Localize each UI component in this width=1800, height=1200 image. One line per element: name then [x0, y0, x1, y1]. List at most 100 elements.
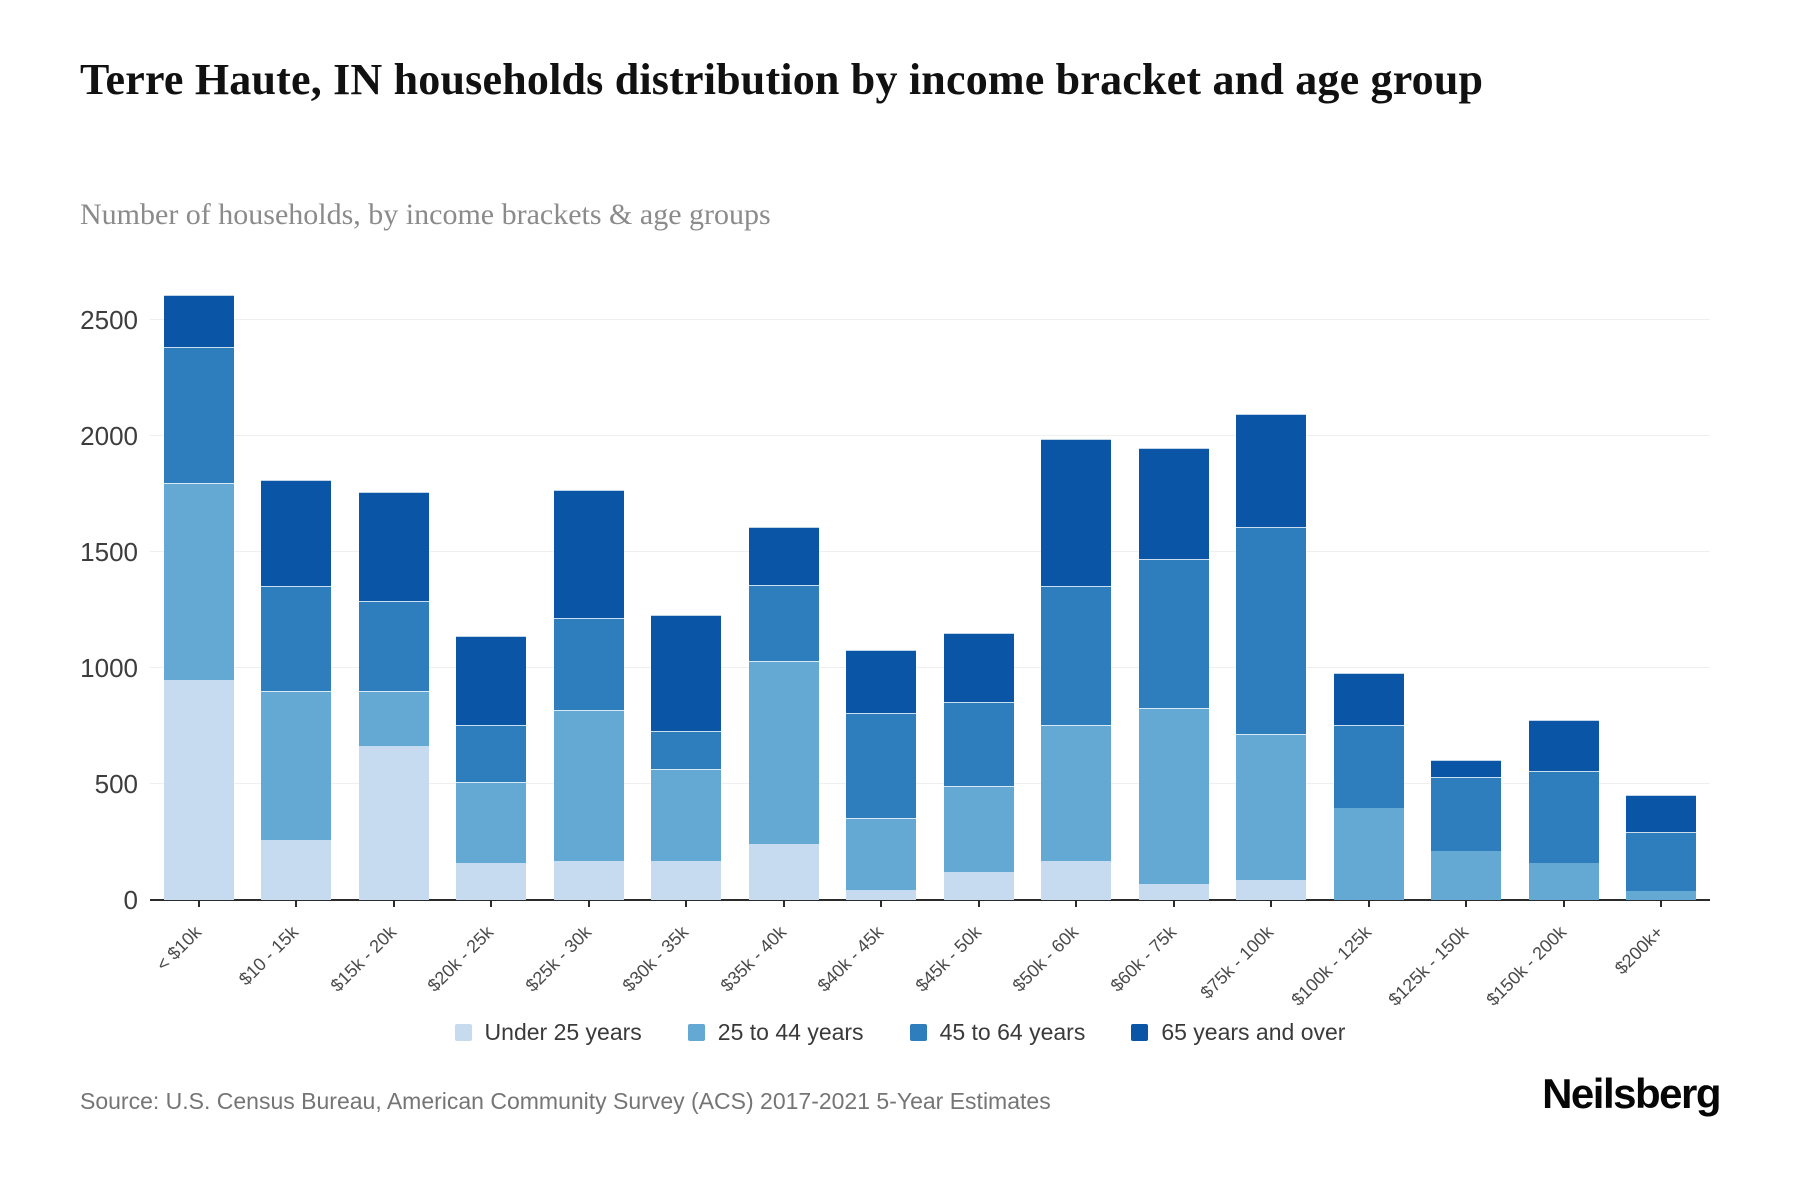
- bar-segment[interactable]: [358, 491, 429, 601]
- bar-segment[interactable]: [358, 691, 429, 746]
- x-tick: [1270, 900, 1273, 907]
- bar-segment[interactable]: [456, 724, 527, 782]
- bar-segment[interactable]: [748, 584, 819, 662]
- stacked-bar-$35k - 40k[interactable]: [748, 526, 819, 900]
- stacked-bar-$60k - 75k[interactable]: [1138, 447, 1209, 900]
- bar-segment[interactable]: [1236, 414, 1307, 527]
- legend-label: 25 to 44 years: [717, 1018, 864, 1045]
- legend-item-65 years and over[interactable]: 65 years and over: [1131, 1019, 1345, 1046]
- bar-segment[interactable]: [943, 633, 1014, 702]
- bar-segment[interactable]: [1626, 794, 1697, 832]
- legend-item-Under 25 years[interactable]: Under 25 years: [454, 1019, 642, 1046]
- bar-segment[interactable]: [358, 745, 429, 900]
- bar-segment[interactable]: [846, 713, 917, 818]
- stacked-bar-$200k+[interactable]: [1626, 794, 1697, 900]
- bar-segment[interactable]: [1528, 720, 1599, 772]
- bar-segment[interactable]: [943, 872, 1014, 900]
- bar-segment[interactable]: [943, 701, 1014, 787]
- x-category-label: $50k - 60k: [1008, 922, 1083, 996]
- bar-segment[interactable]: [163, 294, 234, 347]
- y-tick-label-2500: 2500: [80, 305, 138, 336]
- bar-slot-1: [150, 281, 248, 900]
- stacked-bar-$30k - 35k[interactable]: [651, 614, 722, 900]
- bar-segment[interactable]: [553, 618, 624, 710]
- bar-segment[interactable]: [1333, 672, 1404, 725]
- x-category-label: $150k - 200k: [1482, 922, 1570, 1010]
- y-tick-label-0: 0: [123, 885, 138, 915]
- stacked-bar-$50k - 60k[interactable]: [1041, 438, 1112, 900]
- bar-segment[interactable]: [1041, 585, 1112, 725]
- bar-segment[interactable]: [846, 649, 917, 714]
- bar-segment[interactable]: [261, 585, 332, 692]
- bar-segment[interactable]: [1528, 771, 1599, 863]
- bar-segment[interactable]: [943, 786, 1014, 873]
- bar-segment[interactable]: [748, 661, 819, 845]
- bar-segment[interactable]: [1138, 447, 1209, 560]
- bar-segment[interactable]: [553, 489, 624, 619]
- stacked-bar-$150k - 200k[interactable]: [1528, 720, 1599, 900]
- bar-segment[interactable]: [1041, 438, 1112, 586]
- x-category-label: $75k - 100k: [1196, 922, 1278, 1003]
- legend-item-45 to 64 years[interactable]: 45 to 64 years: [909, 1019, 1085, 1046]
- bar-segment[interactable]: [748, 526, 819, 585]
- bar-segment[interactable]: [1431, 777, 1502, 852]
- legend-label: 65 years and over: [1161, 1018, 1346, 1045]
- bar-segment[interactable]: [1236, 734, 1307, 881]
- bar-segment[interactable]: [163, 346, 234, 483]
- bar-segment[interactable]: [456, 781, 527, 863]
- y-tick-label-2000: 2000: [80, 421, 138, 452]
- bar-segment[interactable]: [1236, 880, 1307, 900]
- bar-segment[interactable]: [1236, 526, 1307, 735]
- bar-segment[interactable]: [1138, 707, 1209, 884]
- bar-segment[interactable]: [1431, 851, 1502, 900]
- stacked-bar-$25k - 30k[interactable]: [553, 489, 624, 900]
- bar-segment[interactable]: [651, 730, 722, 769]
- stacked-bar-$20k - 25k[interactable]: [456, 635, 527, 900]
- bar-segment[interactable]: [846, 817, 917, 890]
- bar-segment[interactable]: [553, 709, 624, 861]
- stacked-bar-$40k - 45k[interactable]: [846, 649, 917, 900]
- x-tick: [197, 900, 200, 907]
- bar-segment[interactable]: [163, 482, 234, 680]
- stacked-bar-$10 - 15k[interactable]: [261, 480, 332, 900]
- bar-segment[interactable]: [1138, 559, 1209, 708]
- stacked-bar-$75k - 100k[interactable]: [1236, 414, 1307, 900]
- bar-segment[interactable]: [358, 600, 429, 692]
- bar-segment[interactable]: [553, 860, 624, 900]
- bar-segment[interactable]: [456, 635, 527, 725]
- bar-slot-9: [930, 281, 1028, 900]
- stacked-bar-$45k - 50k[interactable]: [943, 633, 1014, 900]
- bar-segment[interactable]: [1333, 724, 1404, 809]
- bar-segment[interactable]: [1138, 883, 1209, 900]
- bar-segment[interactable]: [1626, 890, 1697, 900]
- x-tick: [1075, 900, 1078, 907]
- bar-segment[interactable]: [261, 691, 332, 840]
- stacked-bar-$125k - 150k[interactable]: [1431, 759, 1502, 900]
- bar-segment[interactable]: [1041, 724, 1112, 861]
- bar-slot-10: [1028, 281, 1126, 900]
- bar-slot-5: [540, 281, 638, 900]
- bar-segment[interactable]: [1626, 831, 1697, 891]
- x-tick: [880, 900, 883, 907]
- bar-segment[interactable]: [1528, 862, 1599, 900]
- bar-segment[interactable]: [1431, 759, 1502, 778]
- stacked-bar-$100k - 125k[interactable]: [1333, 672, 1404, 900]
- legend-item-25 to 44 years[interactable]: 25 to 44 years: [687, 1018, 864, 1046]
- bar-segment[interactable]: [163, 679, 234, 900]
- bar-segment[interactable]: [1041, 860, 1112, 900]
- x-category-label: $45k - 50k: [911, 922, 985, 996]
- bar-segment[interactable]: [651, 860, 722, 900]
- bar-segment[interactable]: [651, 614, 722, 731]
- x-tick: [295, 900, 298, 907]
- bar-segment[interactable]: [748, 844, 819, 900]
- bar-segment[interactable]: [651, 768, 722, 861]
- x-tick: [685, 900, 688, 907]
- bar-segment[interactable]: [261, 480, 332, 586]
- stacked-bar-< $10k[interactable]: [163, 294, 234, 900]
- bar-segment[interactable]: [846, 889, 917, 900]
- bar-segment[interactable]: [261, 839, 332, 900]
- bar-segment[interactable]: [456, 862, 527, 900]
- page-title: Terre Haute, IN households distribution …: [80, 55, 1484, 104]
- bar-segment[interactable]: [1333, 808, 1404, 900]
- stacked-bar-$15k - 20k[interactable]: [358, 491, 429, 900]
